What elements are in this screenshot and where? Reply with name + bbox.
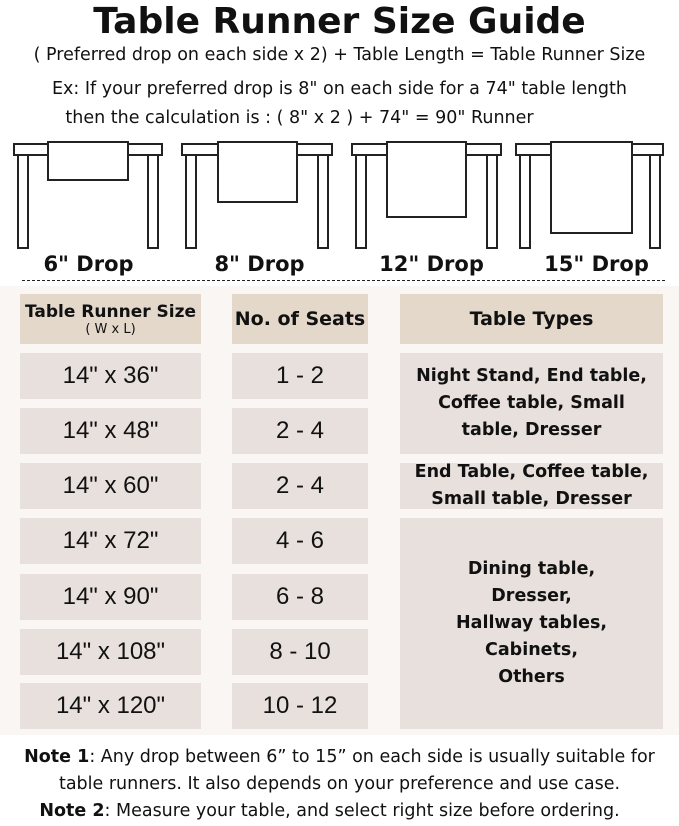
table-12in-drop-illustration [351, 141, 502, 249]
table-8in-drop-illustration [181, 141, 333, 249]
size-cell: 14" x 108" [20, 629, 201, 675]
note-2-label: Note 2 [39, 801, 105, 821]
size-cell: 14" x 60" [20, 463, 201, 509]
types-cell: End Table, Coffee table, Small table, Dr… [400, 462, 663, 509]
page-title: Table Runner Size Guide [93, 1, 586, 42]
divider [22, 280, 665, 281]
table-6in-drop-illustration [13, 141, 163, 249]
seats-cell: 4 - 6 [232, 518, 368, 564]
seats-cell: 6 - 8 [232, 574, 368, 620]
note-1-continued: table runners. It also depends on your p… [58, 774, 621, 794]
size-cell: 14" x 48" [20, 408, 201, 454]
seats-cell: 2 - 4 [232, 408, 368, 454]
drop-label-6: 6" Drop [43, 252, 134, 276]
note-1-text: : Any drop between 6” to 15” on each sid… [89, 747, 655, 767]
drop-label-15: 15" Drop [544, 252, 649, 276]
types-cell: Dining table, Dresser, Hallway tables, C… [400, 518, 663, 729]
header-size-label: Table Runner Size [24, 301, 197, 322]
seats-cell: 1 - 2 [232, 353, 368, 399]
header-size-sub: ( W x L) [85, 321, 136, 337]
example-line-2: then the calculation is : ( 8" x 2 ) + 7… [65, 108, 534, 128]
header-seats: No. of Seats [232, 294, 368, 344]
seats-cell: 8 - 10 [232, 629, 368, 675]
header-size: Table Runner Size ( W x L) [20, 294, 201, 344]
header-types: Table Types [400, 294, 663, 344]
types-cell: Night Stand, End table, Coffee table, Sm… [400, 353, 663, 454]
size-cell: 14" x 36" [20, 353, 201, 399]
note-1: Note 1: Any drop between 6” to 15” on ea… [0, 745, 679, 770]
note-1-label: Note 1 [24, 747, 90, 767]
size-cell: 14" x 90" [20, 574, 201, 620]
drop-label-8: 8" Drop [214, 252, 305, 276]
note-2: Note 2: Measure your table, and select r… [0, 799, 669, 824]
note-2-text: : Measure your table, and select right s… [104, 801, 620, 821]
seats-cell: 10 - 12 [232, 683, 368, 729]
drop-label-12: 12" Drop [379, 252, 484, 276]
formula-text: ( Preferred drop on each side x 2) + Tab… [33, 45, 646, 65]
table-drop-illustrations [13, 141, 664, 249]
size-cell: 14" x 120" [20, 683, 201, 729]
example-line-1: Ex: If your preferred drop is 8" on each… [51, 79, 627, 99]
size-cell: 14" x 72" [20, 518, 201, 564]
table-15in-drop-illustration [515, 141, 664, 249]
seats-cell: 2 - 4 [232, 463, 368, 509]
